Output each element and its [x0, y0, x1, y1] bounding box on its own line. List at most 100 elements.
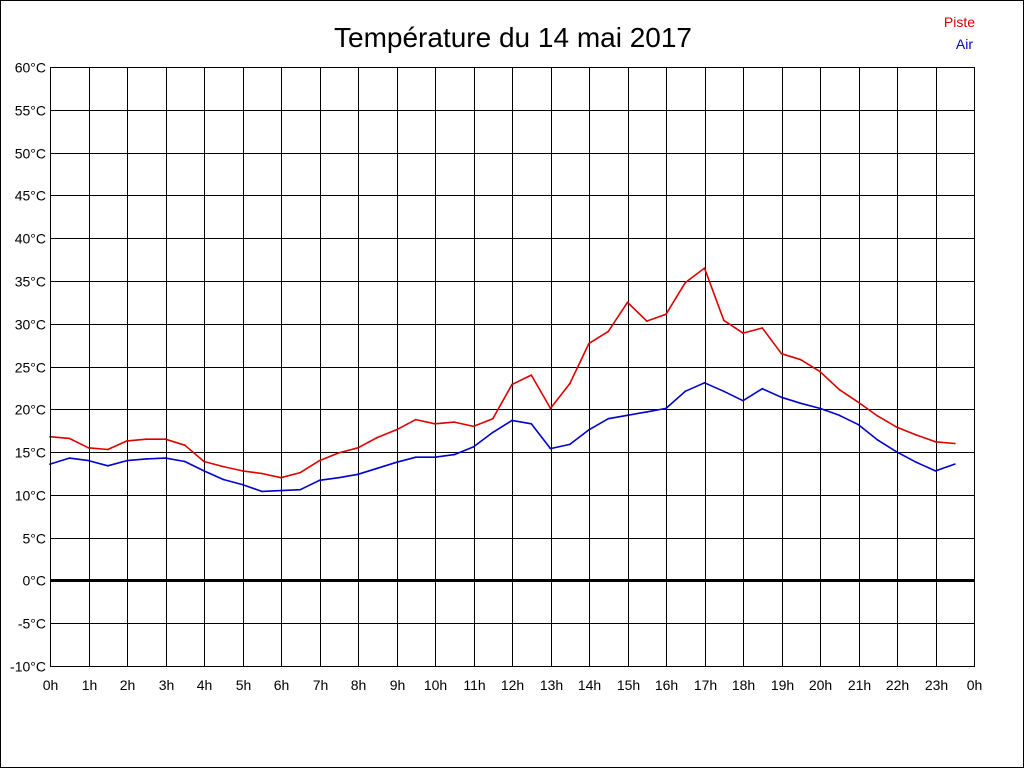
x-tick-label: 14h	[578, 677, 601, 693]
data-point-piste	[183, 444, 186, 447]
data-point-piste	[318, 459, 321, 462]
data-point-piste	[549, 407, 552, 410]
y-tick-label: 20°C	[15, 402, 46, 418]
data-point-air	[876, 439, 879, 441]
y-tick-label: -5°C	[18, 616, 46, 632]
x-tick-label: 4h	[197, 677, 213, 693]
data-point-piste	[106, 448, 109, 451]
data-point-air	[357, 473, 359, 476]
data-point-air	[549, 447, 552, 450]
x-tick-label: 17h	[694, 677, 717, 693]
data-point-piste	[453, 421, 456, 423]
y-tick-label: 15°C	[15, 445, 46, 461]
data-point-piste	[357, 446, 359, 449]
data-point-air	[819, 407, 821, 410]
y-tick-label: 30°C	[15, 317, 46, 333]
data-point-air	[588, 428, 590, 431]
data-point-piste	[511, 383, 513, 386]
y-tick-label: 50°C	[15, 146, 46, 162]
x-tick-label: 7h	[313, 677, 329, 693]
x-tick-label: 5h	[236, 677, 252, 693]
x-tick-label: 22h	[886, 677, 909, 693]
data-point-piste	[280, 476, 282, 479]
y-tick-label: 45°C	[15, 188, 46, 204]
data-point-piste	[684, 281, 687, 284]
x-tick-label: 0h	[967, 677, 983, 693]
data-point-piste	[857, 401, 860, 404]
x-tick-label: 20h	[809, 677, 832, 693]
data-point-air	[164, 457, 167, 459]
series-line-piste	[49, 267, 955, 479]
data-point-piste	[337, 452, 340, 454]
data-point-piste	[491, 417, 494, 420]
data-point-piste	[780, 352, 783, 355]
data-point-piste	[126, 440, 128, 442]
data-point-air	[645, 411, 648, 413]
data-point-piste	[145, 438, 148, 441]
data-point-air	[703, 381, 706, 384]
data-point-piste	[876, 415, 879, 417]
data-point-air	[87, 459, 90, 462]
tick-labels: 0h 1h 2h 3h 4h 5h 6h 7h 8h 9h 10h 11h 12h 13h 14h 15h 16…	[10, 60, 982, 694]
series-line-air	[49, 381, 956, 493]
data-point-piste	[68, 437, 71, 440]
y-tick-label: 10°C	[15, 488, 46, 504]
data-point-air	[472, 446, 475, 448]
x-tick-label: 12h	[501, 677, 524, 693]
data-point-piste	[434, 422, 436, 425]
data-point-air	[145, 458, 148, 460]
data-point-air	[183, 460, 186, 463]
data-point-air	[414, 456, 417, 459]
data-point-air	[203, 470, 205, 472]
data-point-air	[222, 478, 225, 481]
data-point-air	[106, 464, 109, 467]
data-point-air	[799, 402, 802, 405]
x-tick-label: 10h	[424, 677, 447, 693]
x-tick-label: 19h	[771, 677, 794, 693]
data-point-piste	[742, 332, 744, 334]
x-tick-label: 3h	[159, 677, 175, 693]
x-tick-label: 23h	[925, 677, 948, 693]
y-tick-label: 35°C	[15, 274, 46, 290]
data-point-piste	[953, 442, 956, 445]
data-point-piste	[472, 425, 475, 428]
data-point-air	[607, 417, 610, 420]
data-point-air	[511, 419, 513, 422]
y-tick-label: 55°C	[15, 103, 46, 119]
axes	[50, 67, 975, 667]
data-point-air	[126, 459, 128, 462]
data-point-air	[857, 423, 860, 426]
data-point-air	[241, 483, 244, 486]
data-point-air	[318, 479, 321, 482]
data-point-air	[626, 414, 629, 417]
data-point-piste	[761, 327, 764, 329]
data-point-piste	[164, 438, 167, 441]
data-point-piste	[607, 330, 610, 333]
chart-title: Température du 14 mai 2017	[334, 22, 692, 53]
y-tick-label: 25°C	[15, 360, 46, 376]
data-point-air	[896, 451, 898, 453]
data-point-piste	[934, 440, 937, 443]
data-point-piste	[665, 313, 667, 316]
data-point-air	[434, 456, 436, 459]
data-point-piste	[645, 320, 648, 322]
data-point-air	[376, 467, 379, 470]
data-point-air	[934, 470, 937, 472]
data-point-air	[722, 390, 725, 393]
data-point-air	[68, 457, 71, 459]
data-point-air	[838, 414, 841, 417]
data-point-air	[761, 387, 764, 390]
y-tick-label: -10°C	[10, 659, 46, 675]
legend-entry-air: Air	[956, 36, 973, 52]
x-tick-label: 13h	[540, 677, 563, 693]
x-tick-label: 0h	[43, 677, 59, 693]
x-tick-label: 16h	[655, 677, 678, 693]
data-point-piste	[530, 374, 533, 376]
data-point-air	[665, 407, 667, 410]
data-point-piste	[896, 426, 898, 429]
data-point-piste	[414, 418, 417, 421]
data-point-piste	[915, 434, 918, 436]
y-tick-label: 40°C	[15, 231, 46, 247]
y-tick-label: 0°C	[23, 573, 47, 589]
